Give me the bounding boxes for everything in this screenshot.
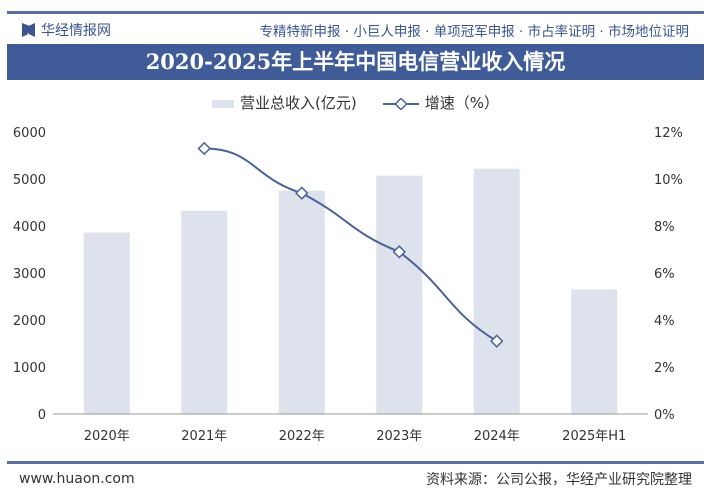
line-swatch-icon bbox=[382, 96, 419, 111]
y-left-tick-label: 1000 bbox=[13, 361, 46, 376]
bar bbox=[181, 210, 228, 414]
y-right-tick-label: 4% bbox=[654, 314, 675, 329]
legend-bar: 营业总收入(亿元) bbox=[212, 92, 357, 113]
x-tick-label: 2025年H1 bbox=[562, 429, 626, 444]
brand-name: 华经情报网 bbox=[41, 23, 111, 39]
growth-point bbox=[392, 245, 406, 259]
y-right-tick-label: 8% bbox=[654, 220, 675, 235]
x-tick-label: 2020年 bbox=[84, 429, 130, 444]
x-tick-label: 2021年 bbox=[181, 429, 227, 444]
legend-line: 增速（%） bbox=[382, 92, 499, 113]
logo-icon bbox=[22, 23, 35, 37]
y-left-tick-label: 3000 bbox=[13, 267, 46, 282]
y-right-tick-label: 2% bbox=[654, 361, 675, 376]
bar bbox=[376, 175, 423, 414]
y-right-tick-label: 12% bbox=[654, 126, 683, 141]
legend-bar-label: 营业总收入(亿元) bbox=[240, 94, 357, 112]
footer: www.huaon.com 资料来源：公司公报，华经产业研究院整理 bbox=[7, 461, 704, 494]
growth-point bbox=[197, 141, 211, 156]
legend-line-label: 增速（%） bbox=[424, 94, 499, 112]
legend: 营业总收入(亿元) 增速（%） bbox=[0, 92, 711, 113]
footer-source: 资料来源：公司公报，华经产业研究院整理 bbox=[426, 472, 692, 488]
growth-point bbox=[490, 334, 504, 348]
services-text: 专精特新申报 · 小巨人申报 · 单项冠军申报 · 市占率证明 · 市场地位证明 bbox=[259, 24, 690, 40]
growth-line bbox=[204, 147, 498, 343]
bar bbox=[278, 190, 325, 414]
y-right-tick-label: 6% bbox=[654, 267, 675, 282]
top-rule bbox=[7, 11, 704, 14]
y-left-tick-label: 2000 bbox=[13, 314, 46, 329]
brand: 华经情报网 bbox=[22, 20, 111, 40]
growth-point bbox=[295, 186, 309, 200]
bar-swatch-icon bbox=[212, 99, 234, 108]
chart-title: 2020-2025年上半年中国电信营业收入情况 bbox=[7, 44, 704, 80]
y-left-tick-label: 6000 bbox=[13, 126, 46, 141]
y-left-tick-label: 0 bbox=[38, 408, 46, 423]
x-tick-label: 2022年 bbox=[279, 429, 325, 444]
bar bbox=[571, 289, 618, 414]
footer-url: www.huaon.com bbox=[19, 471, 135, 487]
bar bbox=[473, 168, 520, 414]
x-tick-label: 2024年 bbox=[474, 429, 520, 444]
x-tick-label: 2023年 bbox=[376, 429, 422, 444]
bar bbox=[83, 232, 130, 414]
y-right-tick-label: 0% bbox=[654, 408, 675, 423]
y-left-tick-label: 4000 bbox=[13, 220, 46, 235]
y-left-tick-label: 5000 bbox=[13, 173, 46, 188]
y-right-tick-label: 10% bbox=[654, 173, 683, 188]
